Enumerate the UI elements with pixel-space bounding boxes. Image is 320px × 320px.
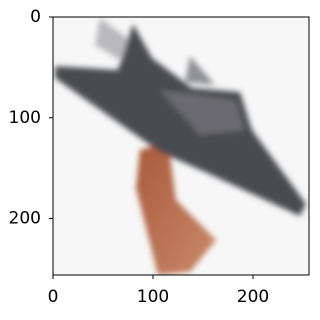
x-tick-label: 200 <box>237 287 269 307</box>
chart: 0 100 200 0 100 200 <box>0 0 311 320</box>
image <box>53 17 309 275</box>
y-tick-label: 200 <box>9 209 41 229</box>
x-tick-label: 100 <box>137 287 169 307</box>
y-tick-label: 0 <box>30 7 41 27</box>
y-tick-label: 100 <box>9 108 41 128</box>
x-tick-label: 0 <box>48 287 59 307</box>
